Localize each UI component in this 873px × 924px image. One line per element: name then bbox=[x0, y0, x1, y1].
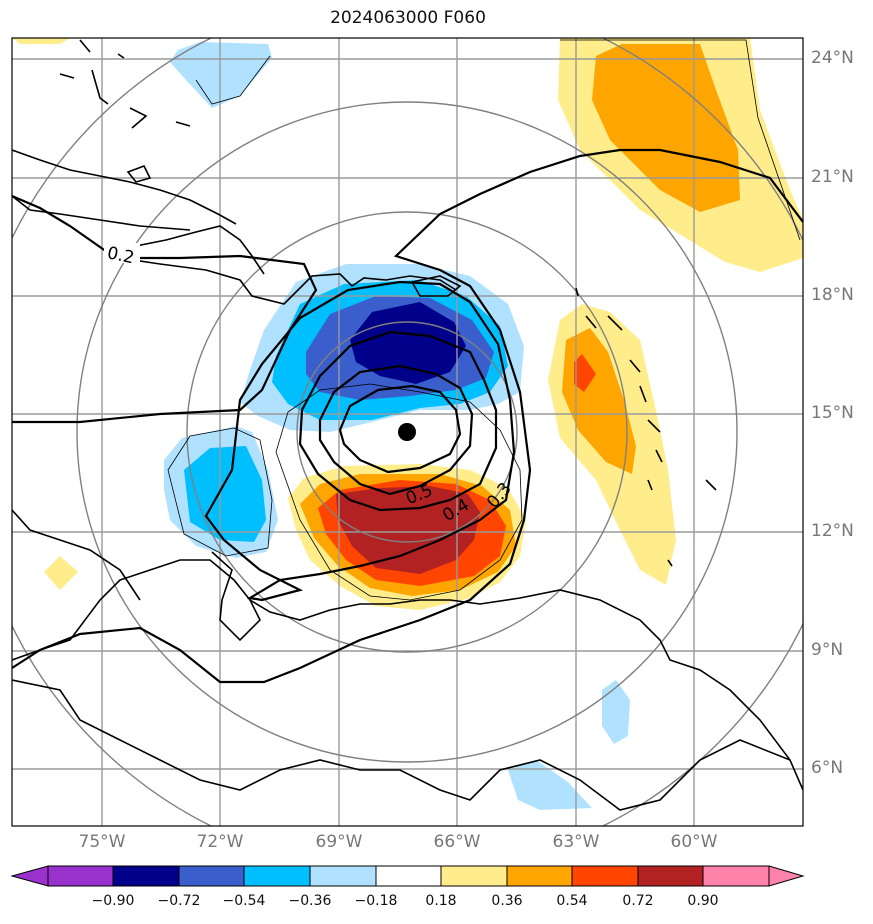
colorbar-bin-2 bbox=[112, 865, 180, 887]
lat-label-9n: 9°N bbox=[811, 640, 844, 660]
storm-center-marker bbox=[398, 423, 416, 441]
lat-label-15n: 15°N bbox=[811, 403, 854, 423]
colorbar-bin-1 bbox=[47, 865, 114, 887]
colorbar-bin-11 bbox=[702, 865, 770, 887]
negative-anomaly-south bbox=[602, 680, 630, 744]
lon-label-60w: 60°W bbox=[670, 832, 718, 852]
lon-label-75w: 75°W bbox=[78, 832, 126, 852]
range-rings bbox=[12, 38, 803, 826]
colorbar-extend-low bbox=[10, 865, 49, 887]
colorbar-tick-9: 0.72 bbox=[622, 893, 654, 909]
lat-label-6n: 6°N bbox=[811, 758, 844, 778]
map-frame bbox=[11, 37, 804, 827]
colorbar-bin-6 bbox=[375, 865, 442, 887]
graticule bbox=[12, 38, 803, 826]
lat-label-21n: 21°N bbox=[811, 167, 854, 187]
colorbar-tick-2: −0.72 bbox=[157, 893, 201, 909]
colorbar-bin-7 bbox=[440, 865, 508, 887]
lon-label-72w: 72°W bbox=[196, 832, 244, 852]
colorbar-tick-4: −0.36 bbox=[288, 893, 332, 909]
lon-label-63w: 63°W bbox=[552, 832, 600, 852]
thin-contours bbox=[167, 39, 801, 601]
colorbar-tick-3: −0.54 bbox=[222, 893, 266, 909]
colorbar-bin-10 bbox=[637, 865, 704, 887]
filled-contours bbox=[12, 38, 803, 810]
colorbar-tick-10: 0.90 bbox=[687, 893, 719, 909]
colorbar-bin-3 bbox=[178, 865, 245, 887]
lat-label-24n: 24°N bbox=[811, 48, 854, 68]
positive-anomaly-corner bbox=[12, 38, 70, 44]
lon-label-66w: 66°W bbox=[433, 832, 481, 852]
positive-anomaly-small-west bbox=[44, 556, 78, 590]
colorbar-bin-5 bbox=[309, 865, 377, 887]
contour-label-0.2: 0.2 bbox=[105, 243, 136, 268]
colorbar-tick-7: 0.36 bbox=[491, 893, 523, 909]
lat-label-12n: 12°N bbox=[811, 521, 854, 541]
negative-anomaly-storm-core bbox=[350, 302, 466, 384]
lon-label-69w: 69°W bbox=[315, 832, 363, 852]
thick-contours bbox=[12, 148, 803, 684]
colorbar-tick-5: −0.18 bbox=[354, 893, 398, 909]
negative-anomaly-south-2 bbox=[508, 760, 592, 810]
colorbar-tick-6: 0.18 bbox=[425, 893, 457, 909]
colorbar-extend-high bbox=[768, 865, 805, 887]
colorbar-tick-8: 0.54 bbox=[556, 893, 588, 909]
colorbar-bin-8 bbox=[506, 865, 573, 887]
colorbar bbox=[10, 865, 805, 887]
map-title: 2024063000 F060 bbox=[330, 8, 486, 28]
positive-anomaly-northeast-core bbox=[592, 44, 740, 212]
map-content bbox=[12, 38, 803, 826]
coastlines bbox=[12, 39, 803, 811]
colorbar-bin-4 bbox=[243, 865, 311, 887]
positive-anomaly-east-peak bbox=[574, 354, 596, 392]
colorbar-bin-9 bbox=[571, 865, 639, 887]
colorbar-tick-1: −0.90 bbox=[91, 893, 135, 909]
lat-label-18n: 18°N bbox=[811, 285, 854, 305]
